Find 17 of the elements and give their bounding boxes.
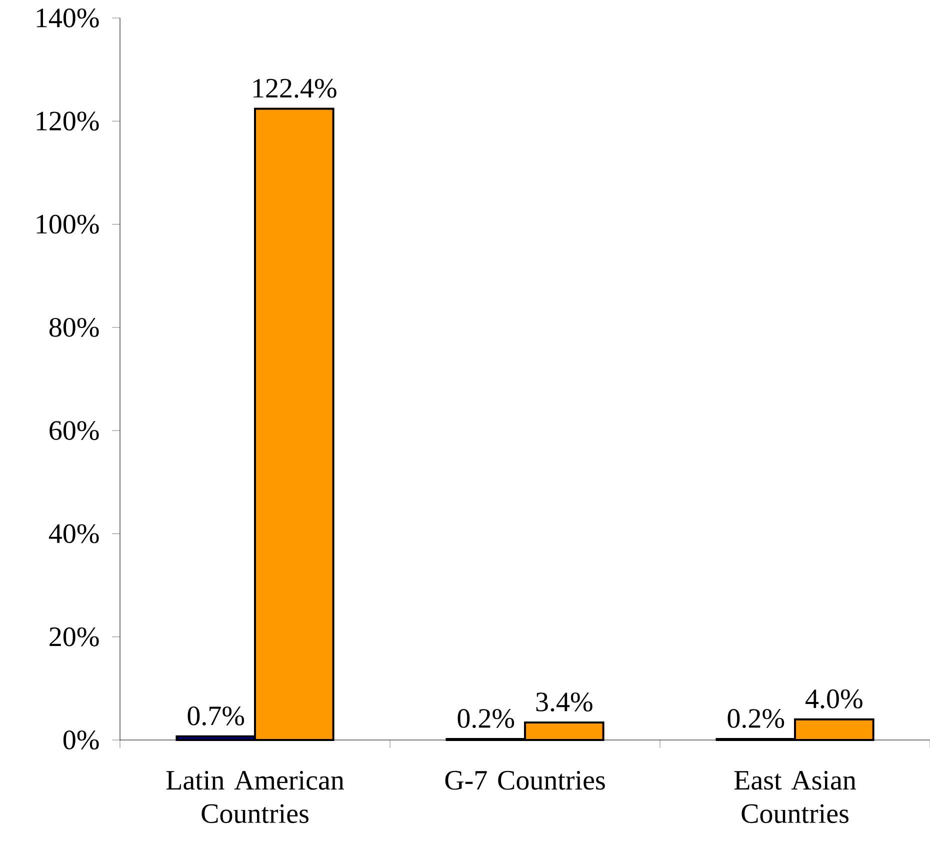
y-tick-label: 0% bbox=[63, 730, 99, 750]
x-tick-label: G-7 Countries bbox=[445, 770, 605, 790]
x-tick-label: East Asian Countries bbox=[734, 770, 856, 824]
data-label: 122.4% bbox=[253, 78, 336, 98]
y-tick-label: 140% bbox=[36, 8, 99, 28]
y-tick-label: 20% bbox=[50, 627, 99, 646]
data-label: 4.0% bbox=[806, 689, 862, 708]
y-tick-label: 120% bbox=[36, 112, 99, 131]
y-tick-label: 60% bbox=[50, 421, 99, 440]
data-label: 0.7% bbox=[188, 706, 244, 726]
data-label: 3.4% bbox=[536, 692, 592, 712]
y-tick-label: 80% bbox=[49, 318, 99, 337]
x-tick-label: Latin American Countries bbox=[166, 770, 344, 824]
y-tick-label: 40% bbox=[48, 524, 99, 544]
y-tick-label: 100% bbox=[36, 214, 99, 234]
data-label: 0.2% bbox=[728, 709, 784, 728]
data-label: 0.2% bbox=[458, 709, 514, 728]
